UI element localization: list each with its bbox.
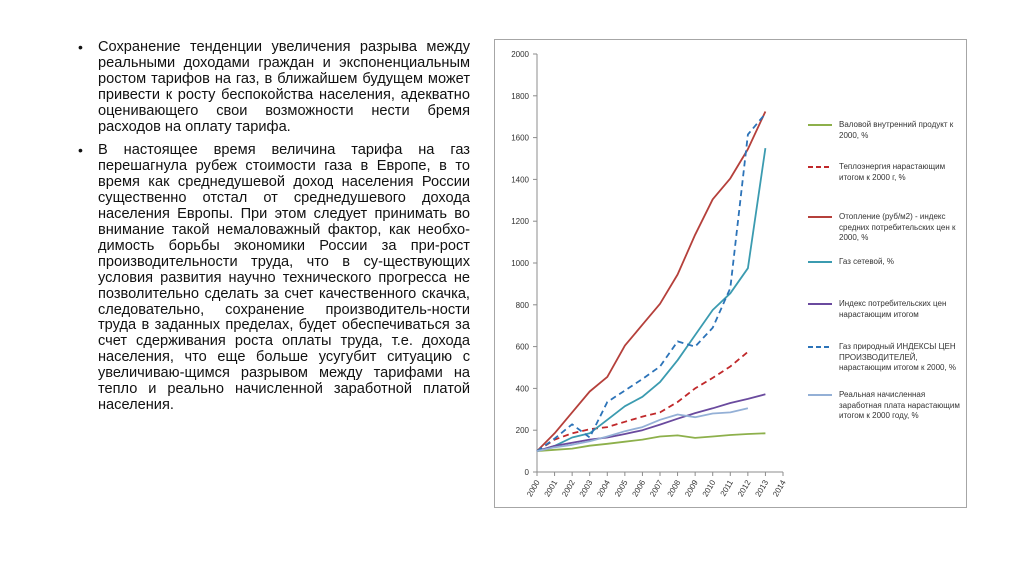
legend-label: Отопление (руб/м2) - индекс средних потр…: [839, 212, 956, 242]
x-tick-label: 2013: [753, 478, 770, 498]
chart-frame: 0 200 400 600 800 1000 1200 1400 1600 1800 2000 200…: [494, 39, 967, 508]
y-tick-label: 800: [516, 301, 530, 310]
legend-label: Газ природный ИНДЕКСЫ ЦЕН ПРОИЗВОДИТЕЛЕЙ…: [839, 342, 957, 372]
legend-item: Реальная начисленная заработная плата на…: [807, 390, 965, 422]
x-tick-label: 2008: [666, 478, 683, 498]
legend-item: Газ природный ИНДЕКСЫ ЦЕН ПРОИЗВОДИТЕЛЕЙ…: [807, 342, 965, 374]
legend-label: Теплоэнергия нарастающим итогом к 2000 г…: [839, 162, 946, 182]
legend-item: Индекс потребительских цен нарастающим и…: [807, 299, 965, 320]
series-line-1: [536, 351, 749, 452]
legend-label: Газ сетевой, %: [839, 257, 894, 266]
legend-swatch: [808, 346, 832, 348]
x-tick-label: 2012: [736, 478, 753, 498]
legend-item: Теплоэнергия нарастающим итогом к 2000 г…: [807, 162, 965, 183]
legend-swatch: [808, 124, 832, 126]
x-tick-label: 2004: [595, 478, 612, 498]
legend-swatch: [808, 216, 832, 218]
legend-swatch: [808, 394, 832, 396]
x-tick-label: 2005: [613, 478, 630, 498]
y-tick-label: 1600: [511, 134, 529, 143]
series-line-5: [536, 113, 767, 452]
bullet-item: Сохранение тенденции увеличения разрыва …: [78, 39, 470, 135]
series-line-6: [536, 407, 749, 452]
series-line-2: [536, 111, 767, 452]
series-line-3: [536, 147, 767, 452]
bullet-item: В настоящее время величина тарифа на газ…: [78, 142, 470, 413]
legend-item: Валовой внутренний продукт к 2000, %: [807, 120, 965, 141]
x-tick-label: 2001: [543, 478, 560, 498]
legend-swatch: [808, 303, 832, 305]
x-tick-label: 2014: [771, 478, 788, 498]
y-tick-label: 1200: [511, 217, 529, 226]
y-tick-label: 0: [525, 468, 530, 477]
legend-label: Валовой внутренний продукт к 2000, %: [839, 120, 954, 140]
legend-label: Реальная начисленная заработная плата на…: [839, 390, 960, 420]
legend-label: Индекс потребительских цен нарастающим и…: [839, 299, 947, 319]
y-tick-label: 400: [516, 384, 530, 393]
legend-item: Газ сетевой, %: [807, 257, 965, 268]
bullet-list: Сохранение тенденции увеличения разрыва …: [78, 39, 470, 422]
y-tick-label: 600: [516, 343, 530, 352]
x-tick-label: 2000: [525, 478, 542, 498]
x-tick-label: 2006: [630, 478, 647, 498]
legend-swatch: [808, 261, 832, 263]
y-tick-label: 1000: [511, 259, 529, 268]
legend-item: Отопление (руб/м2) - индекс средних потр…: [807, 212, 965, 244]
line-chart: 0200400600800100012001400160018002000200…: [511, 50, 788, 498]
x-tick-label: 2003: [578, 478, 595, 498]
series-line-4: [536, 393, 766, 452]
y-tick-label: 200: [516, 426, 530, 435]
series-line-0: [536, 432, 766, 452]
x-tick-label: 2009: [683, 478, 700, 498]
x-tick-label: 2010: [701, 478, 718, 498]
y-tick-label: 1400: [511, 175, 529, 184]
x-tick-label: 2002: [560, 478, 577, 498]
legend-swatch: [808, 166, 832, 168]
x-tick-label: 2007: [648, 478, 665, 498]
y-tick-label: 1800: [511, 92, 529, 101]
y-tick-label: 2000: [511, 50, 529, 59]
x-tick-label: 2011: [719, 478, 736, 498]
